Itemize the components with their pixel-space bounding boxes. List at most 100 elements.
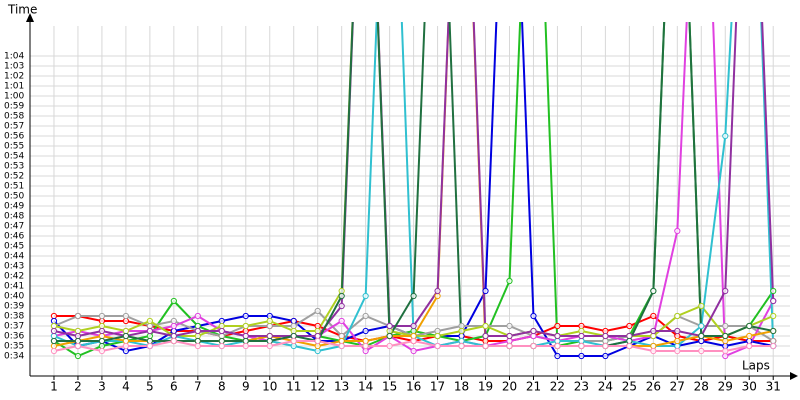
data-point	[242, 342, 249, 350]
x-tick-label: 11	[286, 380, 301, 394]
data-point	[290, 332, 297, 340]
data-point	[602, 342, 609, 350]
data-point	[674, 337, 681, 345]
data-point	[266, 317, 273, 325]
data-point	[410, 332, 417, 340]
data-point	[218, 337, 225, 345]
data-point	[602, 332, 609, 340]
y-tick-label: 0:36	[4, 332, 24, 342]
data-point	[674, 312, 681, 320]
x-tick-label: 1	[50, 380, 58, 394]
data-point	[554, 332, 561, 340]
data-point	[242, 312, 249, 320]
data-point	[626, 322, 633, 330]
x-tick-label: 15	[382, 380, 397, 394]
data-point	[170, 327, 177, 335]
data-point	[338, 337, 345, 345]
data-point	[170, 332, 177, 340]
data-point	[50, 312, 58, 320]
data-point	[98, 332, 106, 340]
data-point	[554, 352, 561, 360]
data-point	[770, 287, 777, 295]
data-point	[410, 322, 417, 330]
data-point	[122, 337, 129, 345]
data-point	[722, 332, 729, 340]
data-point	[746, 322, 753, 330]
data-point	[338, 292, 345, 300]
data-point	[98, 347, 106, 355]
data-point	[674, 332, 681, 340]
data-point	[122, 327, 129, 335]
data-point	[482, 337, 489, 345]
data-point	[530, 342, 537, 350]
data-point	[554, 342, 561, 350]
data-point	[722, 322, 729, 330]
data-point	[674, 347, 681, 355]
data-point	[242, 322, 249, 330]
data-point	[170, 337, 177, 345]
data-point	[218, 327, 225, 335]
data-point	[458, 342, 465, 350]
data-point	[98, 317, 106, 325]
data-point	[170, 297, 177, 305]
data-point	[314, 322, 321, 330]
data-point	[698, 332, 705, 340]
x-tick-label: 9	[242, 380, 250, 394]
data-point	[194, 322, 201, 330]
data-point	[650, 347, 657, 355]
data-point	[626, 332, 633, 340]
data-point	[530, 327, 537, 335]
y-tick-label: 0:38	[4, 312, 24, 322]
data-point	[362, 292, 369, 300]
data-point	[290, 342, 297, 350]
data-point	[362, 312, 369, 320]
data-point	[698, 347, 705, 355]
data-point	[770, 337, 777, 345]
x-tick-label: 27	[670, 380, 685, 394]
data-point	[74, 332, 82, 340]
data-point	[242, 327, 249, 335]
data-point	[290, 337, 297, 345]
data-point	[194, 342, 201, 350]
x-tick-label: 3	[98, 380, 106, 394]
data-point	[50, 327, 58, 335]
y-tick-label: 0:50	[4, 192, 24, 202]
data-point	[770, 327, 777, 335]
data-point	[218, 317, 225, 325]
data-point	[194, 337, 201, 345]
x-tick-label: 23	[574, 380, 589, 394]
data-point	[602, 337, 609, 345]
x-tick-label: 30	[742, 380, 757, 394]
data-point	[290, 322, 297, 330]
y-tick-label: 0:44	[4, 252, 24, 262]
data-point	[314, 347, 321, 355]
x-tick-label: 12	[310, 380, 325, 394]
data-point	[698, 302, 705, 310]
data-point	[458, 322, 465, 330]
data-point	[530, 332, 537, 340]
data-point	[482, 342, 489, 350]
data-point	[698, 337, 705, 345]
y-tick-label: 0:37	[4, 322, 24, 332]
data-point	[98, 327, 106, 335]
data-point	[458, 337, 465, 345]
data-point	[338, 332, 345, 340]
data-point	[146, 322, 153, 330]
x-tick-label: 5	[146, 380, 154, 394]
data-point	[530, 312, 537, 320]
data-point	[146, 327, 153, 335]
data-point	[458, 327, 465, 335]
data-point	[362, 337, 369, 345]
x-tick-label: 24	[598, 380, 613, 394]
data-point	[386, 322, 393, 330]
data-point	[146, 342, 153, 350]
y-tick-label: 0:48	[4, 212, 24, 222]
x-tick-label: 2	[74, 380, 82, 394]
data-point	[410, 292, 417, 300]
data-point	[146, 337, 153, 345]
data-point	[122, 342, 129, 350]
y-tick-label: 0:59	[4, 102, 24, 112]
data-point	[674, 227, 681, 235]
data-point	[674, 327, 681, 335]
y-tick-label: 1:02	[4, 72, 24, 82]
